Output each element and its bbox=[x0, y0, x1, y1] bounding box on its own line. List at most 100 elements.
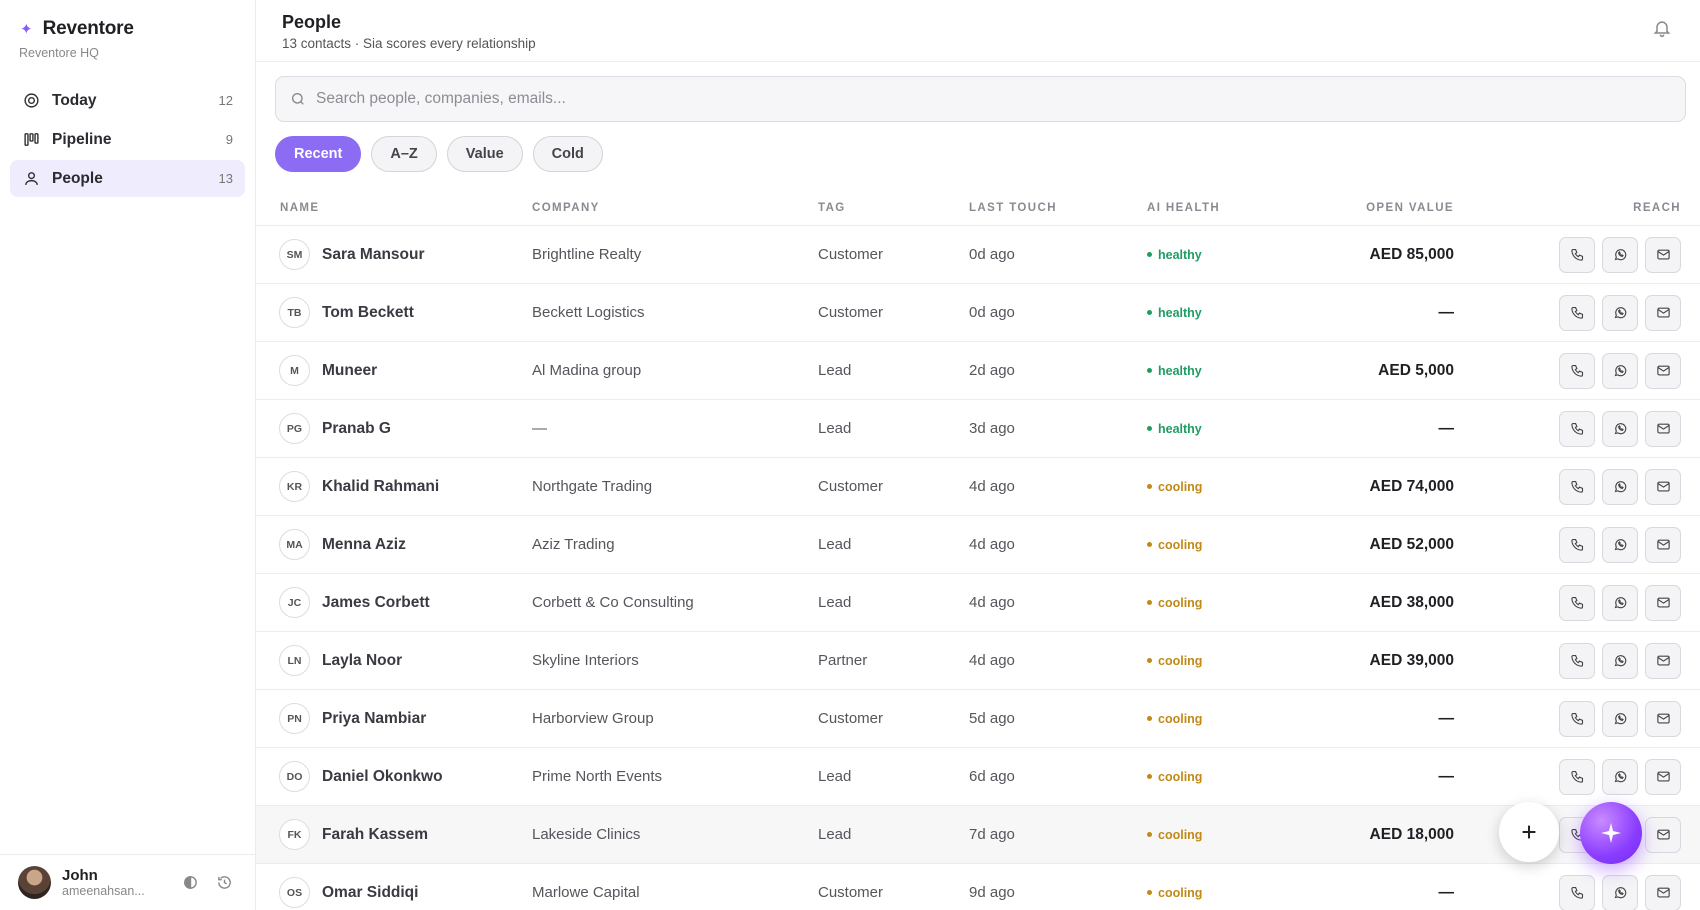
table-row[interactable]: JC James Corbett Corbett & Co Consulting Le… bbox=[256, 574, 1700, 632]
sia-assistant-button[interactable] bbox=[1580, 802, 1642, 864]
email-button[interactable] bbox=[1645, 874, 1681, 910]
whatsapp-button[interactable] bbox=[1602, 294, 1638, 331]
filter-recent[interactable]: Recent bbox=[275, 136, 362, 172]
whatsapp-button[interactable] bbox=[1602, 874, 1638, 910]
call-button[interactable] bbox=[1559, 352, 1595, 389]
email-button[interactable] bbox=[1645, 816, 1681, 853]
sidebar-item-pipeline[interactable]: Pipeline 9 bbox=[10, 121, 245, 158]
target-icon bbox=[22, 92, 40, 110]
phone-icon bbox=[1570, 711, 1585, 726]
table-row[interactable]: PN Priya Nambiar Harborview Group Customer 5… bbox=[256, 690, 1700, 748]
email-button[interactable] bbox=[1645, 642, 1681, 679]
contact-name[interactable]: Layla Noor bbox=[322, 651, 403, 669]
contact-name[interactable]: Priya Nambiar bbox=[322, 709, 427, 727]
status-dot bbox=[1147, 832, 1152, 837]
contact-name[interactable]: Menna Aziz bbox=[322, 535, 406, 553]
bell-icon bbox=[1653, 21, 1671, 38]
table-row[interactable]: KR Khalid Rahmani Northgate Trading Custome… bbox=[256, 458, 1700, 516]
column-header-company[interactable]: COMPANY bbox=[532, 201, 600, 214]
mail-icon bbox=[1656, 595, 1671, 610]
avatar[interactable] bbox=[18, 866, 51, 899]
contact-name[interactable]: Sara Mansour bbox=[322, 245, 425, 263]
table-row[interactable]: FK Farah Kassem Lakeside Clinics Lead 7d ago… bbox=[256, 806, 1700, 864]
filter-a-z[interactable]: A–Z bbox=[371, 136, 437, 172]
health-label: cooling bbox=[1158, 595, 1203, 610]
contact-name[interactable]: Farah Kassem bbox=[322, 825, 428, 843]
contact-name[interactable]: Pranab G bbox=[322, 419, 391, 437]
call-button[interactable] bbox=[1559, 700, 1595, 737]
whatsapp-button[interactable] bbox=[1602, 410, 1638, 447]
table-row[interactable]: SM Sara Mansour Brightline Realty Customer 0… bbox=[256, 226, 1700, 284]
status-dot bbox=[1147, 716, 1152, 721]
history-button[interactable] bbox=[211, 870, 237, 896]
table-row[interactable]: OS Omar Siddiqi Marlowe Capital Customer 9d … bbox=[256, 864, 1700, 910]
add-contact-button[interactable] bbox=[1499, 802, 1559, 862]
email-button[interactable] bbox=[1645, 584, 1681, 621]
whatsapp-button[interactable] bbox=[1602, 642, 1638, 679]
email-button[interactable] bbox=[1645, 700, 1681, 737]
health-label: cooling bbox=[1158, 479, 1203, 494]
email-button[interactable] bbox=[1645, 236, 1681, 273]
whatsapp-button[interactable] bbox=[1602, 700, 1638, 737]
sidebar-item-people[interactable]: People 13 bbox=[10, 160, 245, 197]
contact-name[interactable]: Omar Siddiqi bbox=[322, 883, 419, 901]
reach-actions bbox=[1454, 700, 1700, 737]
call-button[interactable] bbox=[1559, 526, 1595, 563]
call-button[interactable] bbox=[1559, 410, 1595, 447]
contact-name[interactable]: James Corbett bbox=[322, 593, 430, 611]
call-button[interactable] bbox=[1559, 584, 1595, 621]
email-button[interactable] bbox=[1645, 526, 1681, 563]
notifications-button[interactable] bbox=[1652, 18, 1674, 40]
whatsapp-button[interactable] bbox=[1602, 352, 1638, 389]
sidebar-item-today[interactable]: Today 12 bbox=[10, 82, 245, 119]
table-row[interactable]: MA Menna Aziz Aziz Trading Lead 4d ago coolin… bbox=[256, 516, 1700, 574]
call-button[interactable] bbox=[1559, 874, 1595, 910]
column-header-tag[interactable]: TAG bbox=[818, 201, 846, 214]
email-button[interactable] bbox=[1645, 294, 1681, 331]
call-button[interactable] bbox=[1559, 642, 1595, 679]
user-info: John ameenahsan... bbox=[62, 867, 169, 898]
call-button[interactable] bbox=[1559, 758, 1595, 795]
whatsapp-button[interactable] bbox=[1602, 758, 1638, 795]
health-label: cooling bbox=[1158, 769, 1203, 784]
search-input[interactable] bbox=[316, 90, 1671, 108]
column-header-open-value[interactable]: OPEN VALUE bbox=[1366, 201, 1454, 214]
sparkle-icon: ✦ bbox=[20, 21, 33, 38]
reach-actions bbox=[1454, 526, 1700, 563]
email-button[interactable] bbox=[1645, 352, 1681, 389]
call-button[interactable] bbox=[1559, 468, 1595, 505]
whatsapp-button[interactable] bbox=[1602, 236, 1638, 273]
call-button[interactable] bbox=[1559, 236, 1595, 273]
email-button[interactable] bbox=[1645, 410, 1681, 447]
column-header-name[interactable]: NAME bbox=[280, 201, 320, 214]
whatsapp-button[interactable] bbox=[1602, 468, 1638, 505]
contact-health-cell: cooling bbox=[1147, 596, 1277, 610]
table-row[interactable]: PG Pranab G — Lead 3d ago healthy — bbox=[256, 400, 1700, 458]
column-header-ai-health[interactable]: AI HEALTH bbox=[1147, 201, 1221, 214]
brand[interactable]: ✦ Reventore bbox=[0, 0, 255, 40]
filter-value[interactable]: Value bbox=[446, 136, 523, 172]
table-row[interactable]: M Muneer Al Madina group Lead 2d ago healthy A… bbox=[256, 342, 1700, 400]
contact-initials: JC bbox=[279, 587, 310, 618]
contact-name[interactable]: Tom Beckett bbox=[322, 303, 414, 321]
email-button[interactable] bbox=[1645, 468, 1681, 505]
contact-name[interactable]: Daniel Okonkwo bbox=[322, 767, 443, 785]
plus-icon bbox=[1522, 825, 1536, 839]
contact-name-cell: JC James Corbett bbox=[256, 587, 532, 618]
table-row[interactable]: LN Layla Noor Skyline Interiors Partner 4d a… bbox=[256, 632, 1700, 690]
theme-toggle-button[interactable] bbox=[177, 870, 203, 896]
whatsapp-button[interactable] bbox=[1602, 584, 1638, 621]
contact-company: — bbox=[532, 420, 547, 437]
column-header-last-touch[interactable]: LAST TOUCH bbox=[969, 201, 1057, 214]
filter-cold[interactable]: Cold bbox=[532, 136, 603, 172]
contact-name[interactable]: Muneer bbox=[322, 361, 378, 379]
status-dot bbox=[1147, 252, 1152, 257]
call-button[interactable] bbox=[1559, 294, 1595, 331]
whatsapp-button[interactable] bbox=[1602, 526, 1638, 563]
page-title: People bbox=[282, 12, 342, 32]
contact-name[interactable]: Khalid Rahmani bbox=[322, 477, 440, 495]
email-button[interactable] bbox=[1645, 758, 1681, 795]
table-row[interactable]: DO Daniel Okonkwo Prime North Events Lead 6d… bbox=[256, 748, 1700, 806]
workspace-name[interactable]: Reventore HQ bbox=[19, 46, 99, 60]
table-row[interactable]: TB Tom Beckett Beckett Logistics Customer 0d… bbox=[256, 284, 1700, 342]
